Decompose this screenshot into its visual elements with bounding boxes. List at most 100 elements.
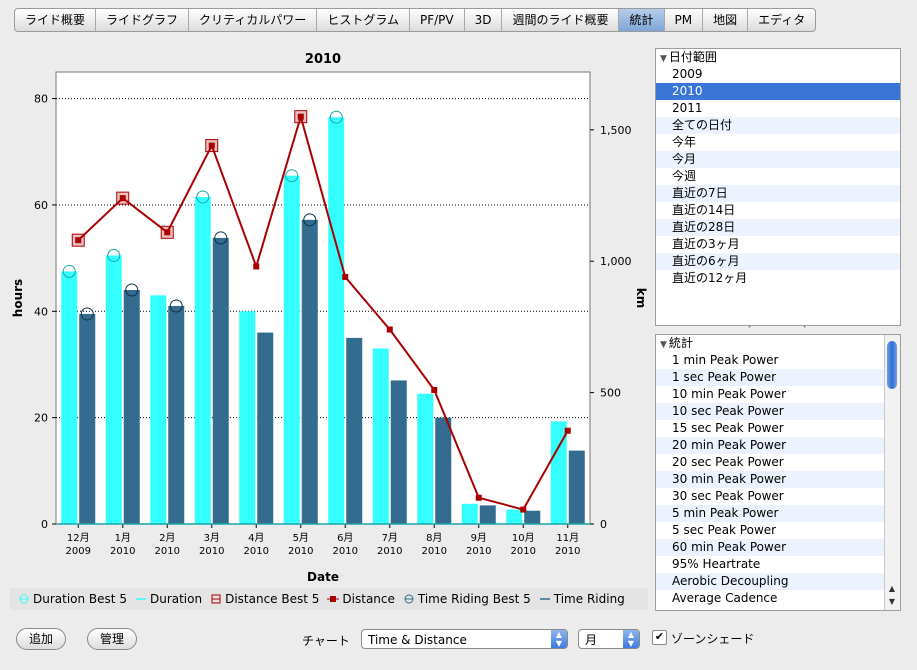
list-item[interactable]: 30 sec Peak Power: [672, 489, 784, 503]
list-item[interactable]: 2011: [672, 101, 703, 115]
tab-2[interactable]: クリティカルパワー: [189, 9, 318, 31]
list-item[interactable]: Aerobic Decoupling: [656, 573, 885, 590]
legend-swatch-icon: [211, 594, 221, 604]
list-item[interactable]: 全ての日付: [656, 117, 900, 134]
list-item[interactable]: 2009: [672, 67, 703, 81]
list-item[interactable]: 15 sec Peak Power: [672, 421, 784, 435]
legend-label: Time Riding: [553, 592, 625, 606]
time-riding-bar: [479, 505, 496, 524]
statistics-scrollbar[interactable]: ▲ ▼: [884, 335, 900, 610]
time-riding-bar: [435, 417, 452, 524]
scroll-down-arrow-icon[interactable]: ▼: [888, 597, 896, 606]
list-item[interactable]: 直近の3ヶ月: [672, 237, 740, 251]
y-tick-label: 80: [34, 93, 48, 106]
legend-swatch-icon: [539, 598, 550, 600]
list-item[interactable]: 5 sec Peak Power: [672, 523, 777, 537]
distance-point: [253, 263, 260, 270]
list-item[interactable]: 直近の6ヶ月: [656, 253, 900, 270]
date-range-header[interactable]: ▼ 日付範囲: [656, 49, 900, 66]
y2-axis-label: km: [634, 288, 648, 308]
tab-10[interactable]: エディタ: [758, 13, 806, 27]
duration-bar: [283, 175, 300, 524]
distance-point: [164, 229, 171, 236]
date-range-list: 2009 2010 2011 全ての日付 今年今月 今週直近の7日 直近の14日直近の28日…: [656, 66, 900, 287]
list-item[interactable]: 30 min Peak Power: [656, 471, 885, 488]
list-item[interactable]: 2010: [656, 83, 900, 100]
scroll-up-arrow-icon[interactable]: ▲: [888, 584, 896, 593]
list-item[interactable]: 直近の28日: [656, 219, 900, 236]
x-tick-label: 2010: [110, 546, 135, 557]
tab-4[interactable]: PF/PV: [410, 9, 465, 31]
distance-best5-marker: [160, 225, 174, 239]
legend-item: Duration: [135, 592, 202, 606]
chart-type-label: チャート: [302, 634, 350, 648]
time-riding-bar: [524, 510, 541, 524]
duration-best5-marker: [107, 248, 121, 262]
x-tick-label: 7月: [382, 532, 398, 544]
list-item[interactable]: 60 min Peak Power: [656, 539, 885, 556]
x-tick-label: 2010: [511, 546, 536, 557]
list-item[interactable]: 10 sec Peak Power: [656, 403, 885, 420]
list-item[interactable]: 1 sec Peak Power: [656, 369, 885, 386]
statistics-header[interactable]: ▼ 統計: [656, 335, 900, 352]
tab-9[interactable]: 地図: [703, 9, 749, 31]
duration-bar: [506, 509, 523, 524]
x-tick-label: 2010: [244, 546, 269, 557]
list-item[interactable]: 10 min Peak Power: [672, 387, 787, 401]
duration-bar: [372, 348, 389, 524]
list-item[interactable]: Average Cadence: [672, 591, 778, 605]
time-riding-best5-marker: [169, 299, 183, 313]
list-item[interactable]: 1 min Peak Power: [672, 353, 779, 367]
list-item[interactable]: 直近の7日: [656, 185, 900, 202]
distance-point: [342, 273, 349, 280]
distance-best5-marker: [116, 191, 130, 205]
plot-area: [55, 71, 591, 525]
legend-item: Distance Best 5: [210, 592, 319, 606]
distance-point: [119, 195, 126, 202]
tab-6[interactable]: 週間のライド概要: [502, 9, 620, 31]
splitter-handle[interactable]: • •: [747, 324, 807, 331]
list-item[interactable]: 5 min Peak Power: [656, 505, 885, 522]
time-riding-bar: [168, 305, 185, 524]
list-item[interactable]: 今年: [672, 135, 697, 149]
add-button[interactable]: 追加: [16, 628, 67, 650]
list-item[interactable]: 20 min Peak Power: [656, 437, 885, 454]
duration-bar: [105, 255, 122, 525]
tab-0[interactable]: ライド概要: [15, 9, 97, 31]
tab-7[interactable]: 統計: [619, 9, 665, 31]
duration-bar: [150, 295, 167, 524]
time-riding-best5-marker: [303, 213, 317, 227]
manage-button[interactable]: 管理: [87, 628, 138, 650]
list-item[interactable]: 95% Heartrate: [672, 557, 761, 571]
list-item[interactable]: 今週: [672, 169, 697, 183]
legend-item: Duration Best 5: [18, 592, 127, 606]
chart-title: 2010: [305, 52, 341, 67]
scrollbar-thumb[interactable]: [887, 341, 897, 389]
zone-shade-checkbox[interactable]: ✔: [652, 630, 667, 645]
legend-swatch-icon: [404, 594, 414, 604]
x-tick-label: 4月: [248, 532, 264, 544]
date-range-header-label: 日付範囲: [668, 50, 717, 64]
tab-5[interactable]: 3D: [465, 9, 503, 31]
y-tick-label: 20: [34, 412, 48, 425]
disclosure-triangle-icon[interactable]: ▼: [660, 340, 667, 350]
list-item[interactable]: 直近の12ヶ月: [672, 271, 748, 285]
time-riding-bar: [257, 332, 274, 524]
legend-item: Time Riding: [539, 592, 625, 606]
tab-1[interactable]: ライドグラフ: [96, 9, 190, 31]
list-item[interactable]: 今月: [656, 151, 900, 168]
disclosure-triangle-icon[interactable]: ▼: [660, 54, 667, 64]
list-item[interactable]: 直近の14日: [672, 203, 736, 217]
distance-point: [475, 494, 482, 501]
select-arrows-icon: ▲ ▼: [551, 630, 567, 648]
list-item[interactable]: 20 sec Peak Power: [672, 455, 784, 469]
legend-swatch-icon: [327, 596, 340, 602]
x-tick-label: 2010: [466, 546, 491, 557]
period-select[interactable]: 月 ▲ ▼: [578, 629, 640, 649]
duration-bar: [550, 421, 567, 524]
x-tick-label: 2009: [66, 546, 91, 557]
tab-8[interactable]: PM: [665, 9, 704, 31]
chart-type-select[interactable]: Time & Distance ▲ ▼: [361, 629, 568, 649]
tab-3[interactable]: ヒストグラム: [317, 9, 410, 31]
time-riding-bar: [212, 237, 229, 524]
